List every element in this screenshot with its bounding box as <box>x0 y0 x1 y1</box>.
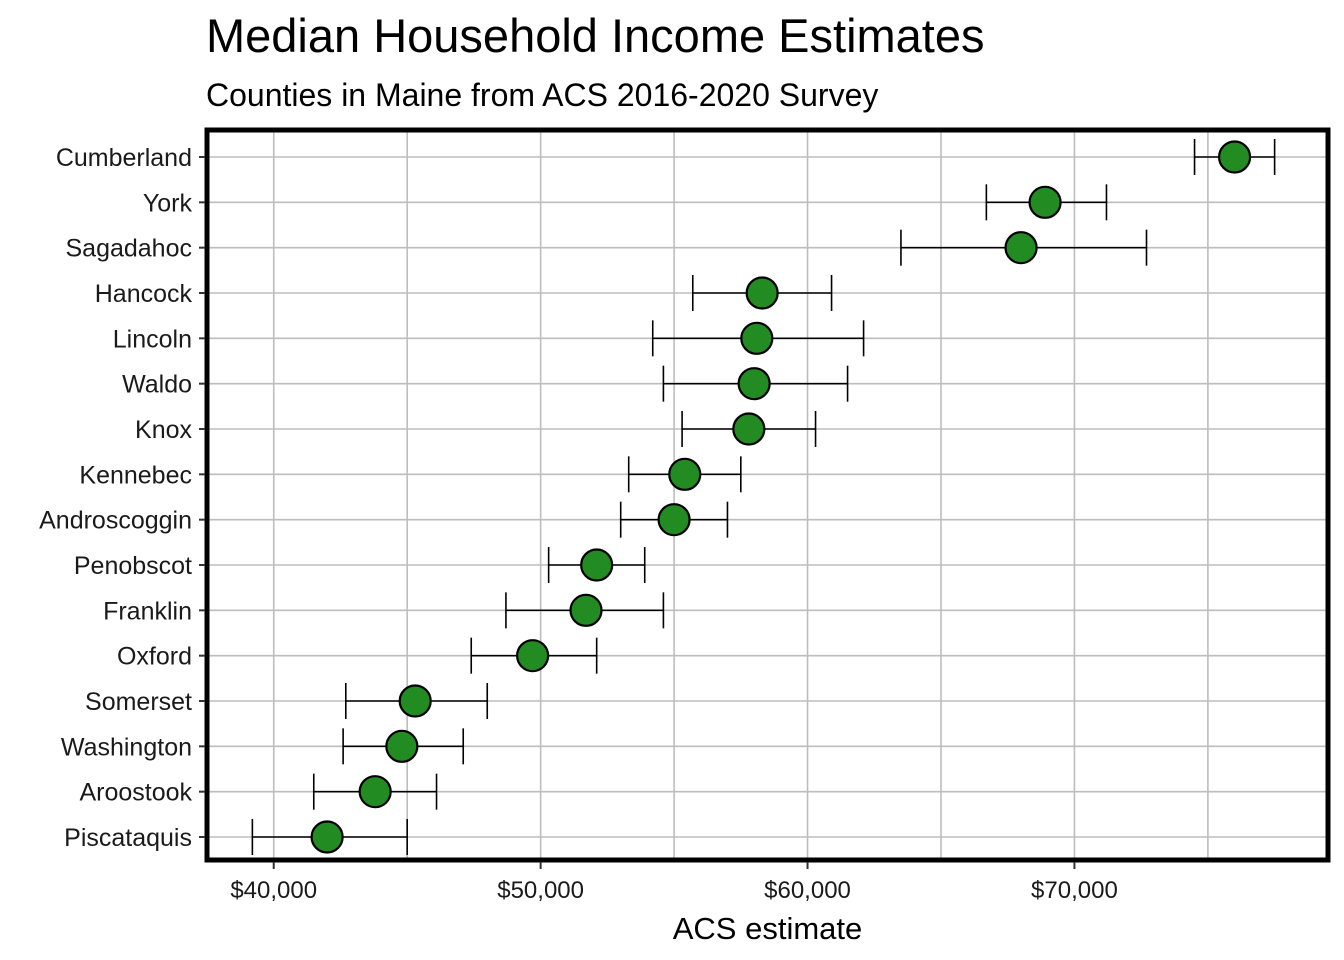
y-tick-label: Franklin <box>103 597 192 625</box>
data-point <box>1028 185 1062 219</box>
chart-subtitle: Counties in Maine from ACS 2016-2020 Sur… <box>206 77 879 113</box>
data-point <box>580 548 614 582</box>
x-tick-label: $60,000 <box>764 877 851 904</box>
x-tick-label: $40,000 <box>230 877 317 904</box>
y-tick-label: Sagadahoc <box>65 235 192 263</box>
data-point <box>385 729 419 763</box>
x-axis-title: ACS estimate <box>673 911 863 946</box>
data-point <box>569 593 603 627</box>
data-point <box>740 321 774 355</box>
y-tick-label: Cumberland <box>56 144 192 172</box>
data-point <box>668 457 702 491</box>
y-tick-label: Kennebec <box>79 461 192 489</box>
data-point <box>732 412 766 446</box>
y-tick-label: Oxford <box>117 643 192 671</box>
data-point <box>737 367 771 401</box>
y-tick-label: Lincoln <box>113 325 192 353</box>
x-axis: $40,000 $50,000 $60,000 $70,000 <box>230 862 1118 904</box>
y-axis: Cumberland York Sagadahoc Hancock Lincoln Wal… <box>39 144 205 852</box>
y-tick-label: Knox <box>135 416 192 444</box>
y-tick-label: Androscoggin <box>39 507 192 535</box>
grid-layer <box>207 130 1328 860</box>
data-point <box>1004 231 1038 265</box>
y-tick-label: Penobscot <box>74 552 192 580</box>
y-tick-label: Hancock <box>95 280 193 308</box>
y-tick-label: Washington <box>61 733 192 761</box>
x-tick-label: $50,000 <box>497 877 584 904</box>
data-point <box>657 503 691 537</box>
y-tick-label: Waldo <box>122 371 192 399</box>
data-point <box>398 684 432 718</box>
data-point <box>745 276 779 310</box>
data-point <box>516 639 550 673</box>
y-tick-label: Aroostook <box>79 779 192 807</box>
panel-border <box>204 127 1331 863</box>
y-tick-label: Piscataquis <box>64 824 192 852</box>
data-point <box>358 775 392 809</box>
point-layer <box>310 140 1252 854</box>
y-tick-label: Somerset <box>85 688 192 716</box>
data-point <box>310 820 344 854</box>
x-tick-label: $70,000 <box>1031 877 1118 904</box>
data-point <box>1217 140 1252 174</box>
chart-title: Median Household Income Estimates <box>206 9 985 62</box>
y-tick-label: York <box>143 189 193 217</box>
